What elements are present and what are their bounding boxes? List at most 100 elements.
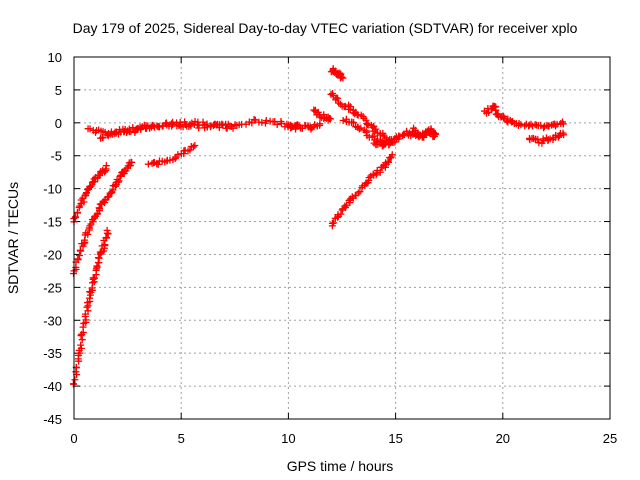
data-point-arc-12 <box>354 189 362 197</box>
data-point-arc-4 <box>251 116 259 124</box>
data-point-arc-3 <box>103 226 111 234</box>
data-point-arc-12 <box>337 210 345 218</box>
data-point-arc-14 <box>423 127 431 135</box>
data-point-arc-3 <box>86 294 94 302</box>
data-point-arc-6 <box>189 143 197 151</box>
data-point-arc-12 <box>341 202 349 210</box>
data-point-arc-5 <box>159 122 167 130</box>
data-point-arc-12 <box>356 188 364 196</box>
data-point-arc-12 <box>376 168 384 176</box>
x-tick-label: 15 <box>388 431 402 446</box>
data-point-arc-12 <box>384 158 392 166</box>
y-tick-label: -10 <box>43 182 62 197</box>
data-point-arc-10 <box>334 94 342 102</box>
data-point-arc-3 <box>94 254 102 262</box>
data-point-arc-8 <box>327 115 335 123</box>
data-point-arc-1 <box>71 213 79 221</box>
data-point-arc-10 <box>372 125 380 133</box>
data-point-arc-1 <box>87 182 95 190</box>
data-point-arc-6 <box>174 151 182 159</box>
y-axis-label: SDTVAR / TECUs <box>5 182 21 294</box>
data-point-arc-12 <box>348 193 356 201</box>
data-point-arc-12 <box>330 219 338 227</box>
y-tick-label: 10 <box>48 50 62 65</box>
x-tick-label: 10 <box>281 431 295 446</box>
data-point-arc-2 <box>128 158 136 166</box>
data-point-arc-2 <box>81 236 89 244</box>
data-point-arc-11 <box>362 128 370 136</box>
data-point-arc-2 <box>95 205 103 213</box>
data-point-arc-6 <box>154 160 162 168</box>
grid-lines <box>74 57 610 419</box>
data-point-arc-1 <box>73 208 81 216</box>
data-point-arc-2 <box>115 177 123 185</box>
data-point-arc-12 <box>388 151 396 159</box>
x-tick-label: 0 <box>70 431 77 446</box>
data-point-arc-10 <box>363 120 371 128</box>
x-axis-label: GPS time / hours <box>287 458 394 474</box>
data-point-arc-5 <box>163 121 171 129</box>
data-point-arc-7 <box>287 123 295 131</box>
y-tick-labels: -45 -40 -35 -30 -25 -20 -15 -10 -5 0 5 10 <box>43 50 62 427</box>
data-point-arc-5 <box>156 123 164 131</box>
data-point-arc-9 <box>339 74 347 82</box>
x-tick-label: 5 <box>178 431 185 446</box>
data-point-arc-3 <box>104 230 112 238</box>
data-point-arc-5 <box>138 123 146 131</box>
data-point-arc-14 <box>431 130 439 138</box>
data-point-arc-3 <box>91 274 99 282</box>
data-point-arc-5 <box>99 134 107 142</box>
data-point-arc-16 <box>560 131 568 139</box>
data-point-arc-15 <box>490 103 498 111</box>
data-point-arc-1 <box>90 175 98 183</box>
data-point-arc-6 <box>191 142 199 150</box>
data-point-arc-2 <box>76 246 84 254</box>
x-tick-label: 20 <box>496 431 510 446</box>
data-point-arc-15 <box>552 122 560 130</box>
data-point-arc-11 <box>339 116 347 124</box>
data-point-arc-6 <box>171 155 179 163</box>
x-tick-labels: 0 5 10 15 20 25 <box>70 431 617 446</box>
y-tick-label: -40 <box>43 379 62 394</box>
data-point-arc-10 <box>362 116 370 124</box>
data-point-arc-6 <box>186 146 194 154</box>
data-point-arc-15 <box>559 120 567 128</box>
x-tick-label: 25 <box>603 431 617 446</box>
data-point-arc-15 <box>548 121 556 129</box>
data-point-arc-4 <box>273 121 281 129</box>
axis-ticks <box>73 56 611 420</box>
data-point-arc-5 <box>169 118 177 126</box>
plot-frame <box>73 56 611 420</box>
data-point-arc-3 <box>101 241 109 249</box>
data-point-arc-7 <box>316 120 324 128</box>
data-point-arc-3 <box>71 376 79 384</box>
data-point-arc-4 <box>278 119 286 127</box>
data-points <box>69 65 568 388</box>
data-point-arc-1 <box>102 162 110 170</box>
data-point-arc-12 <box>365 174 373 182</box>
data-point-arc-4 <box>86 125 94 133</box>
data-point-arc-4 <box>258 118 266 126</box>
data-point-arc-1 <box>80 198 88 206</box>
data-point-arc-2 <box>117 172 125 180</box>
chart-title: Day 179 of 2025, Sidereal Day-to-day VTE… <box>73 20 578 36</box>
data-point-arc-5 <box>175 121 183 129</box>
data-point-arc-5 <box>222 120 230 128</box>
y-tick-label: -30 <box>43 313 62 328</box>
data-point-arc-4 <box>262 117 270 125</box>
y-tick-label: -25 <box>43 280 62 295</box>
data-point-arc-11 <box>350 119 358 127</box>
y-tick-label: 0 <box>55 116 62 131</box>
data-point-arc-6 <box>166 156 174 164</box>
data-point-arc-2 <box>122 167 130 175</box>
data-point-arc-2 <box>76 252 84 260</box>
data-point-arc-5 <box>168 122 176 130</box>
data-point-arc-10 <box>346 105 354 113</box>
data-point-arc-5 <box>127 128 135 136</box>
data-point-arc-15 <box>553 120 561 128</box>
data-point-arc-5 <box>229 124 237 132</box>
y-tick-label: 5 <box>55 83 62 98</box>
data-point-arc-16 <box>534 136 542 144</box>
y-tick-label: -5 <box>50 149 62 164</box>
